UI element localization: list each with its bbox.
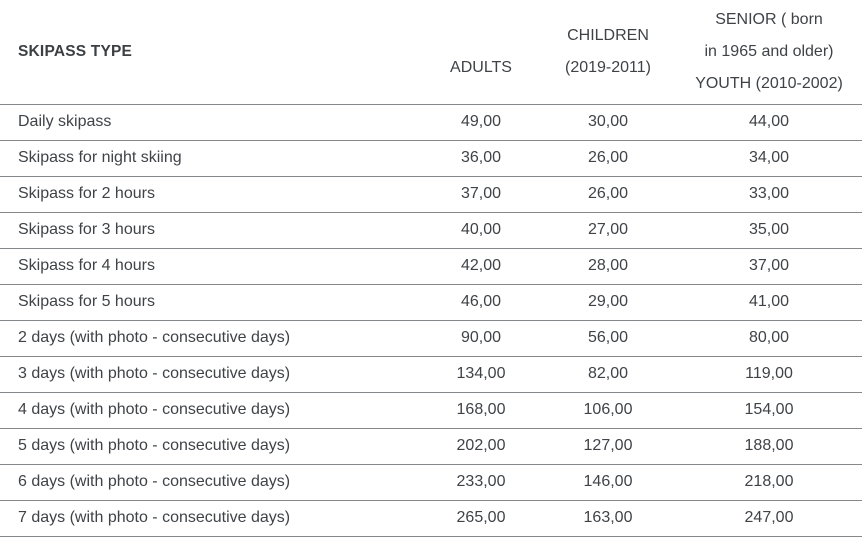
- senior-youth-price-cell: 34,00: [676, 140, 862, 177]
- skipass-type-cell: Skipass for 3 hours: [0, 212, 422, 249]
- children-price-cell: 26,00: [540, 140, 676, 177]
- table-row: 3 days (with photo - consecutive days) 1…: [0, 356, 862, 393]
- senior-youth-price-cell: 35,00: [676, 212, 862, 249]
- children-price-cell: 30,00: [540, 104, 676, 141]
- children-price-cell: 146,00: [540, 464, 676, 501]
- senior-youth-price-cell: 218,00: [676, 464, 862, 501]
- table-row: 6 days (with photo - consecutive days) 2…: [0, 464, 862, 501]
- senior-youth-price-cell: 188,00: [676, 428, 862, 465]
- children-price-cell: 29,00: [540, 284, 676, 321]
- table-row: Skipass for 4 hours 42,00 28,00 37,00: [0, 248, 862, 285]
- column-header-skipass-type: SKIPASS TYPE: [0, 0, 422, 105]
- table-row: Skipass for night skiing 36,00 26,00 34,…: [0, 140, 862, 177]
- column-header-senior-line3: YOUTH (2010-2002): [695, 74, 843, 92]
- adults-price-cell: 40,00: [422, 212, 540, 249]
- table-row: Skipass for 3 hours 40,00 27,00 35,00: [0, 212, 862, 249]
- table-row: Daily skipass 49,00 30,00 44,00: [0, 104, 862, 141]
- table-row: 7 days (with photo - consecutive days) 2…: [0, 500, 862, 537]
- skipass-type-cell: Skipass for night skiing: [0, 140, 422, 177]
- adults-price-cell: 265,00: [422, 500, 540, 537]
- adults-price-cell: 90,00: [422, 320, 540, 357]
- skipass-type-cell: 5 days (with photo - consecutive days): [0, 428, 422, 465]
- table-body: Daily skipass 49,00 30,00 44,00 Skipass …: [0, 104, 862, 537]
- table-row: 5 days (with photo - consecutive days) 2…: [0, 428, 862, 465]
- senior-youth-price-cell: 41,00: [676, 284, 862, 321]
- table-header: SKIPASS TYPE ADULTS CHILDREN (2019-2011)…: [0, 0, 862, 105]
- skipass-type-cell: 3 days (with photo - consecutive days): [0, 356, 422, 393]
- adults-price-cell: 168,00: [422, 392, 540, 429]
- adults-price-cell: 49,00: [422, 104, 540, 141]
- skipass-type-cell: Skipass for 4 hours: [0, 248, 422, 285]
- senior-youth-price-cell: 154,00: [676, 392, 862, 429]
- table-row: 4 days (with photo - consecutive days) 1…: [0, 392, 862, 429]
- column-header-senior-line2: in 1965 and older): [704, 42, 834, 60]
- senior-youth-price-cell: 247,00: [676, 500, 862, 537]
- children-price-cell: 56,00: [540, 320, 676, 357]
- children-price-cell: 82,00: [540, 356, 676, 393]
- column-header-senior-youth: SENIOR ( born in 1965 and older) YOUTH (…: [676, 0, 862, 105]
- senior-youth-price-cell: 80,00: [676, 320, 862, 357]
- senior-youth-price-cell: 44,00: [676, 104, 862, 141]
- children-price-cell: 163,00: [540, 500, 676, 537]
- senior-youth-price-cell: 37,00: [676, 248, 862, 285]
- children-price-cell: 127,00: [540, 428, 676, 465]
- skipass-price-table: SKIPASS TYPE ADULTS CHILDREN (2019-2011)…: [0, 0, 862, 537]
- senior-youth-price-cell: 33,00: [676, 176, 862, 213]
- adults-price-cell: 37,00: [422, 176, 540, 213]
- table-row: 2 days (with photo - consecutive days) 9…: [0, 320, 862, 357]
- skipass-type-cell: Skipass for 2 hours: [0, 176, 422, 213]
- senior-youth-price-cell: 119,00: [676, 356, 862, 393]
- column-header-adults: ADULTS: [422, 0, 540, 105]
- skipass-type-cell: 2 days (with photo - consecutive days): [0, 320, 422, 357]
- children-price-cell: 28,00: [540, 248, 676, 285]
- children-price-cell: 26,00: [540, 176, 676, 213]
- skipass-type-cell: Skipass for 5 hours: [0, 284, 422, 321]
- table-row: Skipass for 5 hours 46,00 29,00 41,00: [0, 284, 862, 321]
- column-header-children-line1: CHILDREN: [567, 26, 649, 44]
- children-price-cell: 27,00: [540, 212, 676, 249]
- children-price-cell: 106,00: [540, 392, 676, 429]
- adults-price-cell: 134,00: [422, 356, 540, 393]
- adults-price-cell: 202,00: [422, 428, 540, 465]
- adults-price-cell: 42,00: [422, 248, 540, 285]
- adults-price-cell: 36,00: [422, 140, 540, 177]
- adults-price-cell: 233,00: [422, 464, 540, 501]
- skipass-type-cell: 7 days (with photo - consecutive days): [0, 500, 422, 537]
- skipass-type-cell: 6 days (with photo - consecutive days): [0, 464, 422, 501]
- column-header-senior-line1: SENIOR ( born: [715, 10, 823, 28]
- header-row: SKIPASS TYPE ADULTS CHILDREN (2019-2011)…: [0, 0, 862, 105]
- table-row: Skipass for 2 hours 37,00 26,00 33,00: [0, 176, 862, 213]
- column-header-children-line2: (2019-2011): [565, 58, 651, 76]
- adults-price-cell: 46,00: [422, 284, 540, 321]
- skipass-type-cell: 4 days (with photo - consecutive days): [0, 392, 422, 429]
- skipass-type-cell: Daily skipass: [0, 104, 422, 141]
- column-header-children: CHILDREN (2019-2011): [540, 0, 676, 105]
